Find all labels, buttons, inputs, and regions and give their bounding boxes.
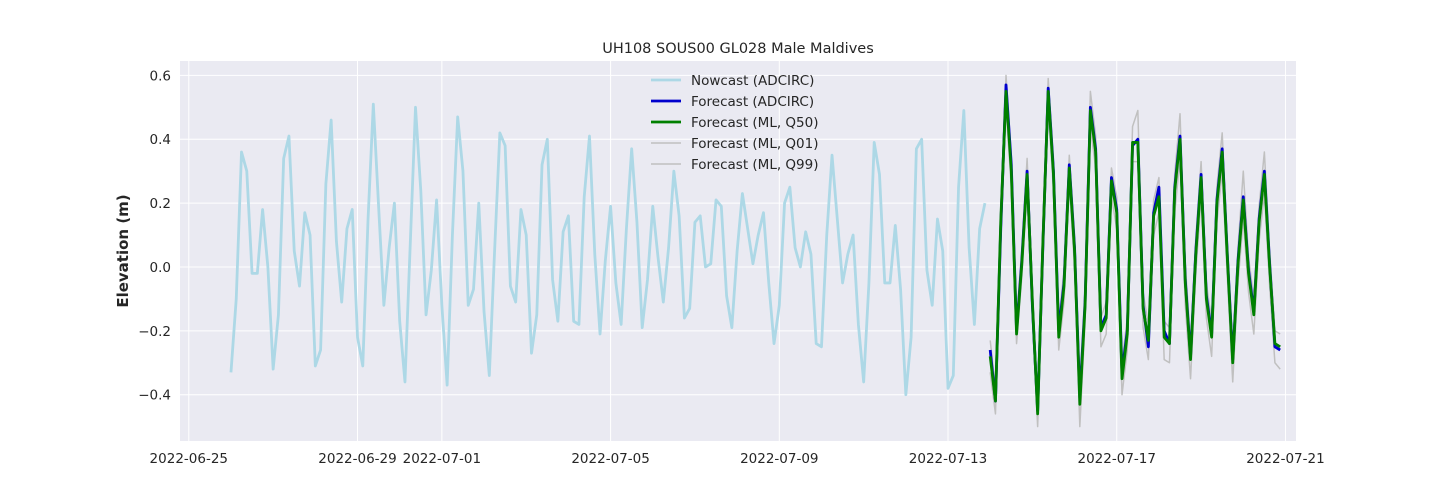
x-tick-label: 2022-06-25 — [150, 451, 228, 467]
legend: Nowcast (ADCIRC) Forecast (ADCIRC) Forecas… — [651, 73, 819, 173]
y-tick-label: 0.6 — [150, 68, 171, 84]
y-tick-label: 0.0 — [150, 260, 171, 276]
y-tick-label: 0.2 — [150, 196, 171, 212]
series-nowcast-adcirc — [229, 102, 987, 397]
series-layer — [229, 74, 1281, 428]
series-forecast-ml-q50 — [988, 89, 1281, 416]
legend-entry-nowcast-adcirc: Nowcast (ADCIRC) — [691, 73, 814, 89]
legend-entry-forecast-adcirc: Forecast (ADCIRC) — [691, 94, 814, 110]
y-axis-ticks: 0.6 0.4 0.2 0.0 −0.2 −0.4 — [138, 68, 171, 403]
x-tick-label: 2022-07-17 — [1078, 451, 1156, 467]
chart-title: UH108 SOUS00 GL028 Male Maldives — [602, 41, 874, 57]
x-tick-label: 2022-07-21 — [1246, 451, 1324, 467]
legend-entry-forecast-ml-q01: Forecast (ML, Q01) — [691, 136, 819, 152]
x-tick-label: 2022-06-29 — [318, 451, 396, 467]
legend-entry-forecast-ml-q50: Forecast (ML, Q50) — [691, 115, 819, 131]
x-tick-label: 2022-07-05 — [571, 451, 649, 467]
legend-entry-forecast-ml-q99: Forecast (ML, Q99) — [691, 157, 819, 173]
x-tick-label: 2022-07-13 — [909, 451, 987, 467]
x-tick-label: 2022-07-01 — [403, 451, 481, 467]
y-axis-label: Elevation (m) — [114, 194, 132, 307]
y-tick-label: −0.4 — [138, 388, 171, 404]
x-tick-label: 2022-07-09 — [740, 451, 818, 467]
y-tick-label: −0.2 — [138, 324, 171, 340]
y-tick-label: 0.4 — [150, 132, 171, 148]
x-axis-ticks: 2022-06-25 2022-06-29 2022-07-01 2022-07-05… — [150, 451, 1325, 467]
